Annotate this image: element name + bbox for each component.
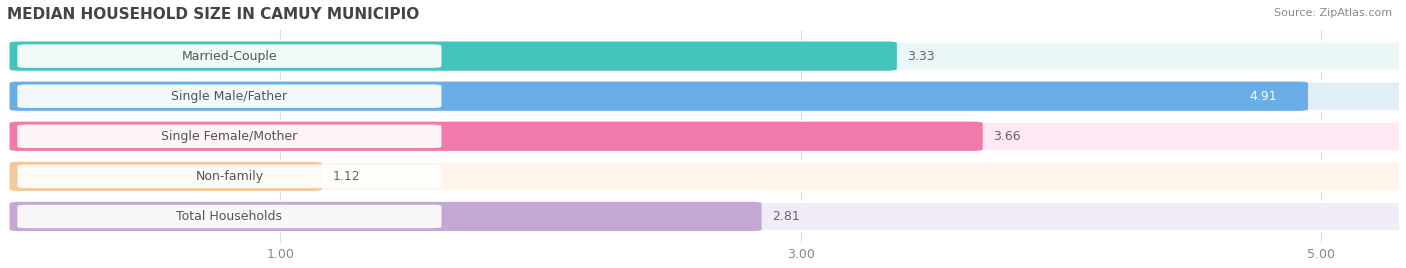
FancyBboxPatch shape [10, 81, 1406, 111]
FancyBboxPatch shape [17, 84, 441, 108]
FancyBboxPatch shape [10, 202, 1406, 231]
FancyBboxPatch shape [17, 125, 441, 148]
Text: 3.66: 3.66 [993, 130, 1021, 143]
FancyBboxPatch shape [10, 162, 1406, 191]
Text: Total Households: Total Households [176, 210, 283, 223]
FancyBboxPatch shape [17, 44, 441, 68]
Text: MEDIAN HOUSEHOLD SIZE IN CAMUY MUNICIPIO: MEDIAN HOUSEHOLD SIZE IN CAMUY MUNICIPIO [7, 7, 419, 22]
Text: Single Male/Father: Single Male/Father [172, 90, 287, 103]
FancyBboxPatch shape [10, 202, 762, 231]
Text: Non-family: Non-family [195, 170, 263, 183]
Text: Married-Couple: Married-Couple [181, 50, 277, 63]
FancyBboxPatch shape [10, 162, 322, 191]
FancyBboxPatch shape [10, 122, 1406, 151]
Text: Single Female/Mother: Single Female/Mother [162, 130, 298, 143]
Text: 2.81: 2.81 [772, 210, 800, 223]
Text: Source: ZipAtlas.com: Source: ZipAtlas.com [1274, 8, 1392, 18]
Text: 1.12: 1.12 [332, 170, 360, 183]
FancyBboxPatch shape [17, 205, 441, 228]
FancyBboxPatch shape [10, 42, 897, 71]
Text: 3.33: 3.33 [907, 50, 935, 63]
FancyBboxPatch shape [10, 42, 1406, 71]
FancyBboxPatch shape [10, 122, 983, 151]
Text: 4.91: 4.91 [1249, 90, 1277, 103]
FancyBboxPatch shape [10, 81, 1308, 111]
FancyBboxPatch shape [17, 165, 441, 188]
